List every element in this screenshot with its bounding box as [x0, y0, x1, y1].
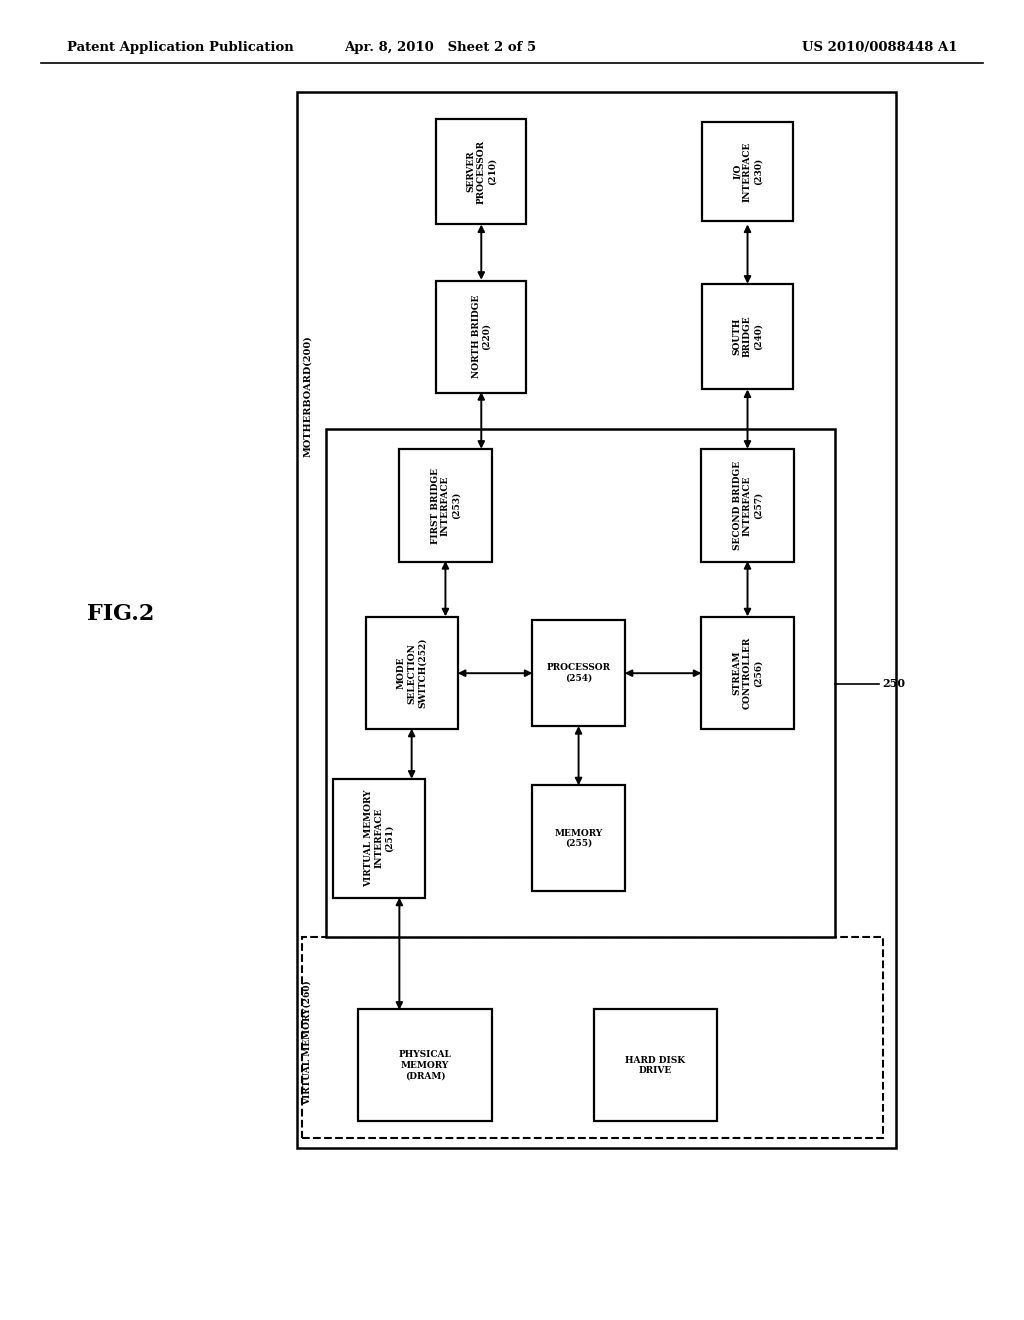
Bar [532, 620, 625, 726]
Text: FIG.2: FIG.2 [87, 603, 155, 624]
Text: NORTH BRIDGE
(220): NORTH BRIDGE (220) [472, 294, 490, 379]
Bar [702, 121, 793, 220]
Bar [326, 429, 835, 937]
Bar [701, 618, 794, 729]
Bar [366, 618, 458, 729]
Text: US 2010/0088448 A1: US 2010/0088448 A1 [802, 41, 957, 54]
Text: MEMORY
(255): MEMORY (255) [554, 829, 603, 847]
Text: PROCESSOR
(254): PROCESSOR (254) [547, 664, 610, 682]
Bar [358, 1008, 492, 1122]
Text: STREAM
CONTROLLER
(256): STREAM CONTROLLER (256) [732, 638, 763, 709]
Text: MODE
SELECTION
SWITCH(252): MODE SELECTION SWITCH(252) [396, 638, 427, 709]
Text: MOTHERBOARD(200): MOTHERBOARD(200) [303, 335, 311, 457]
Text: Patent Application Publication: Patent Application Publication [67, 41, 293, 54]
Text: I/O
INTERFACE
(230): I/O INTERFACE (230) [732, 141, 763, 202]
Bar [399, 449, 492, 562]
Text: Apr. 8, 2010   Sheet 2 of 5: Apr. 8, 2010 Sheet 2 of 5 [344, 41, 537, 54]
Bar [297, 92, 896, 1148]
Text: SERVER
PROCESSOR
(210): SERVER PROCESSOR (210) [466, 140, 497, 203]
Bar [702, 284, 793, 389]
Text: SECOND BRIDGE
INTERFACE
(257): SECOND BRIDGE INTERFACE (257) [732, 461, 763, 550]
Bar [532, 785, 625, 891]
Bar [436, 119, 526, 224]
Text: VIRTUAL MEMORY
INTERFACE
(251): VIRTUAL MEMORY INTERFACE (251) [364, 789, 394, 887]
Text: HARD DISK
DRIVE: HARD DISK DRIVE [626, 1056, 685, 1074]
Bar [333, 779, 425, 898]
Bar [701, 449, 794, 562]
Text: 250: 250 [883, 678, 905, 689]
Bar [436, 281, 526, 393]
Bar [302, 937, 883, 1138]
Bar [594, 1008, 717, 1122]
Text: FIRST BRIDGE
INTERFACE
(253): FIRST BRIDGE INTERFACE (253) [430, 467, 461, 544]
Text: SOUTH
BRIDGE
(240): SOUTH BRIDGE (240) [732, 315, 763, 358]
Text: VIRTUAL MEMORY(260): VIRTUAL MEMORY(260) [303, 981, 311, 1105]
Text: PHYSICAL
MEMORY
(DRAM): PHYSICAL MEMORY (DRAM) [398, 1051, 452, 1080]
